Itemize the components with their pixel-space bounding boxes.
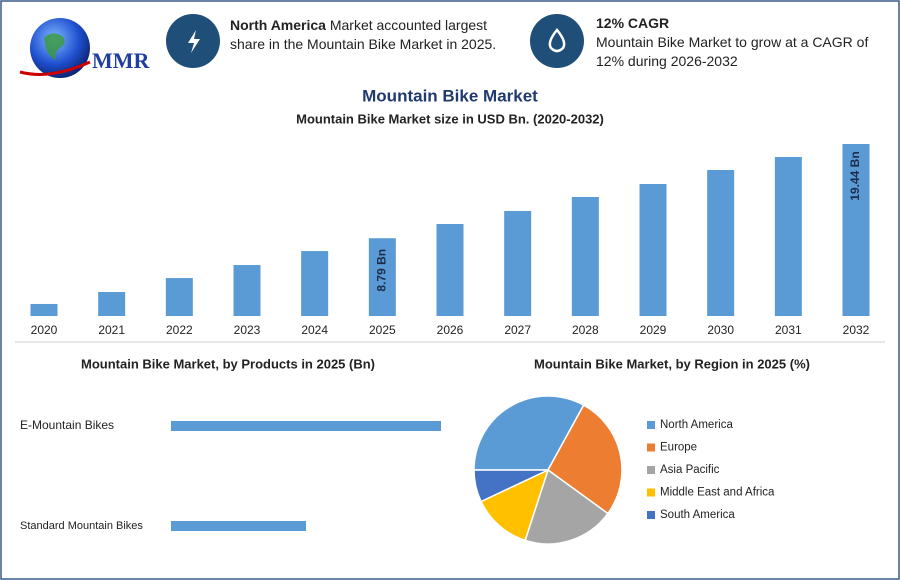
legend-swatch xyxy=(647,466,655,474)
pie-slice xyxy=(547,404,623,515)
legend-swatch xyxy=(647,511,655,519)
bolt-icon xyxy=(188,30,200,53)
pie-slice xyxy=(473,395,585,471)
info-bold: 12% CAGR xyxy=(596,15,670,31)
bar xyxy=(233,265,261,316)
bar xyxy=(30,303,58,316)
value-label: 19.44 Bn xyxy=(848,151,862,200)
bar xyxy=(98,292,126,316)
info-text: Mountain Bike Market to grow at a CAGR o… xyxy=(596,34,869,69)
pie-slice xyxy=(480,468,550,542)
bar xyxy=(639,183,667,316)
logo-text: MMR xyxy=(92,48,151,73)
bar xyxy=(368,238,396,316)
x-tick-label: 2026 xyxy=(437,323,464,337)
x-tick-label: 2021 xyxy=(98,323,125,337)
bar xyxy=(301,251,329,316)
value-label: 8.79 Bn xyxy=(375,249,389,292)
pie-slice xyxy=(524,468,609,545)
legend-swatch xyxy=(647,488,655,497)
y-tick-label: E-Mountain Bikes xyxy=(20,418,114,432)
x-tick-label: 2022 xyxy=(166,323,193,337)
chart-subtitle: Mountain Bike Market size in USD Bn. (20… xyxy=(296,111,604,126)
legend-label: Europe xyxy=(660,442,697,454)
chart-title: Mountain Bike Market xyxy=(362,86,538,105)
bar xyxy=(571,196,599,316)
legend-swatch xyxy=(647,443,655,452)
legend-label: Middle East and Africa xyxy=(660,487,775,499)
logo-land xyxy=(44,33,65,60)
bar xyxy=(165,278,193,316)
x-tick-label: 2032 xyxy=(843,323,870,337)
y-tick-label: Standard Mountain Bikes xyxy=(20,520,143,532)
x-tick-label: 2031 xyxy=(775,323,802,337)
x-tick-label: 2024 xyxy=(301,323,328,337)
x-tick-label: 2027 xyxy=(504,323,531,337)
x-tick-label: 2028 xyxy=(572,323,599,337)
x-tick-label: 2023 xyxy=(234,323,261,337)
bar xyxy=(504,210,532,316)
bar xyxy=(171,421,441,431)
chart-title: Mountain Bike Market, by Region in 2025 … xyxy=(534,356,810,371)
legend-label: North America xyxy=(660,419,733,431)
x-tick-label: 2020 xyxy=(31,323,58,337)
drop-icon xyxy=(548,28,566,53)
info-icon xyxy=(530,14,584,68)
info-bold: North America xyxy=(230,17,326,33)
x-tick-label: 2025 xyxy=(369,323,396,337)
bar xyxy=(774,157,802,316)
pie-slice xyxy=(473,469,549,503)
info-text: Market accounted largest share in the Mo… xyxy=(230,17,497,52)
x-tick-label: 2030 xyxy=(707,323,734,337)
x-tick-label: 2029 xyxy=(640,323,667,337)
legend-swatch xyxy=(647,421,655,429)
bar xyxy=(436,223,464,316)
bar xyxy=(842,144,870,316)
info-box: 12% CAGR Mountain Bike Market to grow at … xyxy=(596,14,881,71)
bar xyxy=(171,521,306,531)
legend-label: Asia Pacific xyxy=(660,464,720,476)
legend-label: South America xyxy=(660,509,735,521)
logo-swoosh xyxy=(19,60,91,76)
bar xyxy=(707,170,735,316)
info-box: North America Market accounted largest s… xyxy=(230,16,510,54)
chart-title: Mountain Bike Market, by Products in 202… xyxy=(81,356,375,371)
